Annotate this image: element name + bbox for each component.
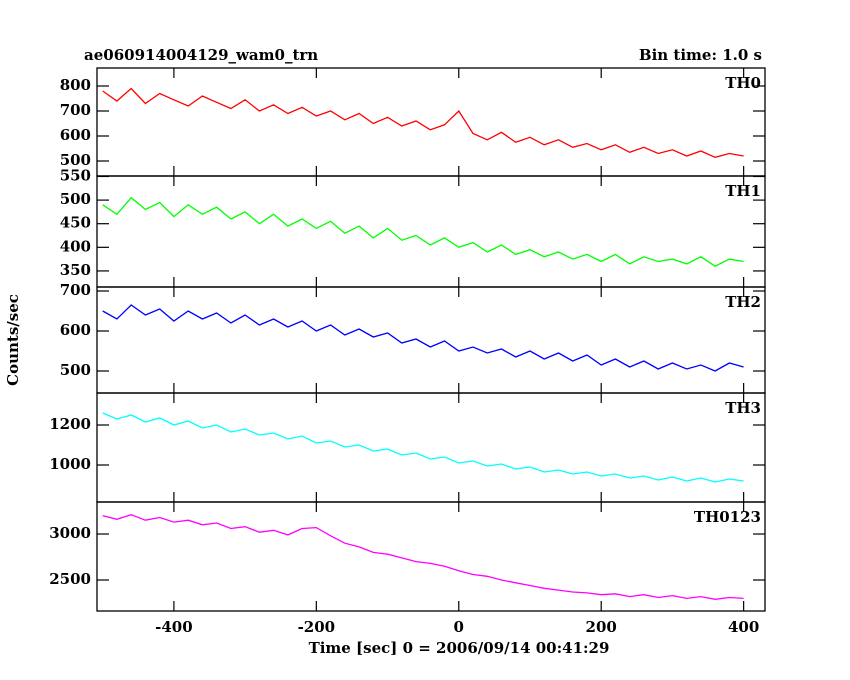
x-tick-label: 0 bbox=[454, 618, 464, 636]
x-tick-label: -400 bbox=[155, 618, 193, 636]
panel-label: TH0123 bbox=[694, 508, 761, 526]
x-tick-label: 400 bbox=[728, 618, 759, 636]
light-curve bbox=[102, 412, 744, 483]
y-tick-label: 1000 bbox=[49, 455, 91, 473]
x-tick-label: 200 bbox=[586, 618, 617, 636]
y-tick-label: 550 bbox=[60, 166, 91, 184]
bin-time: Bin time: 1.0 s bbox=[639, 46, 762, 64]
y-tick-label: 500 bbox=[60, 151, 91, 169]
y-tick-label: 800 bbox=[60, 76, 91, 94]
y-tick-label: 600 bbox=[60, 126, 91, 144]
y-tick-label: 450 bbox=[60, 214, 91, 232]
panel-label: TH0 bbox=[725, 74, 761, 92]
y-tick-label: 700 bbox=[60, 101, 91, 119]
y-tick-label: 500 bbox=[60, 190, 91, 208]
x-tick-label: -200 bbox=[298, 618, 336, 636]
y-tick-label: 1200 bbox=[49, 415, 91, 433]
panel-label: TH2 bbox=[725, 293, 761, 311]
panel-label: TH1 bbox=[725, 182, 761, 200]
y-tick-label: 600 bbox=[60, 321, 91, 339]
y-tick-label: 400 bbox=[60, 237, 91, 255]
light-curve bbox=[102, 87, 744, 158]
y-tick-label: 350 bbox=[60, 261, 91, 279]
y-tick-label: 3000 bbox=[49, 524, 91, 542]
y-tick-label: 500 bbox=[60, 361, 91, 379]
y-axis-label: Counts/sec bbox=[4, 294, 22, 386]
light-curve bbox=[102, 196, 744, 267]
x-axis-label: Time [sec] 0 = 2006/09/14 00:41:29 bbox=[309, 639, 610, 657]
panel-frame bbox=[96, 392, 766, 503]
light-curve bbox=[102, 514, 744, 600]
y-tick-label: 700 bbox=[60, 281, 91, 299]
panel-label: TH3 bbox=[725, 399, 761, 417]
panel-frame bbox=[96, 501, 766, 612]
chart-title: ae060914004129_wam0_trn bbox=[84, 46, 318, 64]
panel-frame bbox=[96, 175, 766, 288]
panel-frame bbox=[96, 67, 766, 177]
light-curve bbox=[102, 304, 744, 372]
panel-frame bbox=[96, 286, 766, 394]
y-tick-label: 2500 bbox=[49, 570, 91, 588]
